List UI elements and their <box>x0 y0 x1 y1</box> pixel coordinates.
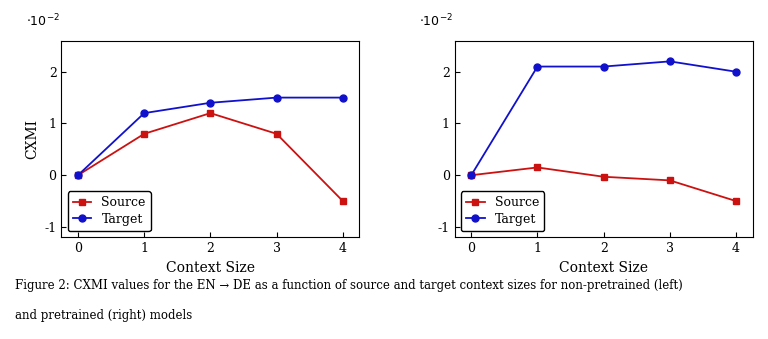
X-axis label: Context Size: Context Size <box>559 261 648 275</box>
Line: Target: Target <box>468 58 740 179</box>
Text: $\cdot10^{-2}$: $\cdot10^{-2}$ <box>419 12 453 29</box>
Source <box>140 132 149 136</box>
Source <box>599 175 608 179</box>
Text: Figure 2: CXMI values for the EN → DE as a function of source and target context: Figure 2: CXMI values for the EN → DE as… <box>15 279 683 292</box>
Target <box>533 64 542 68</box>
Source <box>467 173 476 177</box>
Target <box>665 59 674 63</box>
Source <box>338 199 347 203</box>
Text: and pretrained (right) models: and pretrained (right) models <box>15 309 193 322</box>
Legend: Source, Target: Source, Target <box>461 191 544 231</box>
Source <box>272 132 281 136</box>
Source <box>74 173 83 177</box>
Line: Target: Target <box>74 94 346 179</box>
Target <box>599 64 608 68</box>
Source <box>665 178 674 182</box>
Target <box>338 96 347 100</box>
Target <box>272 96 281 100</box>
Line: Source: Source <box>74 109 346 204</box>
Target <box>467 173 476 177</box>
Target <box>206 101 215 105</box>
Y-axis label: CXMI: CXMI <box>25 119 39 159</box>
Line: Source: Source <box>468 164 740 204</box>
Source <box>731 199 740 203</box>
Target <box>140 111 149 115</box>
Legend: Source, Target: Source, Target <box>68 191 151 231</box>
Target <box>74 173 83 177</box>
Source <box>533 165 542 170</box>
X-axis label: Context Size: Context Size <box>166 261 255 275</box>
Source <box>206 111 215 115</box>
Text: $\cdot10^{-2}$: $\cdot10^{-2}$ <box>25 12 60 29</box>
Target <box>731 70 740 74</box>
